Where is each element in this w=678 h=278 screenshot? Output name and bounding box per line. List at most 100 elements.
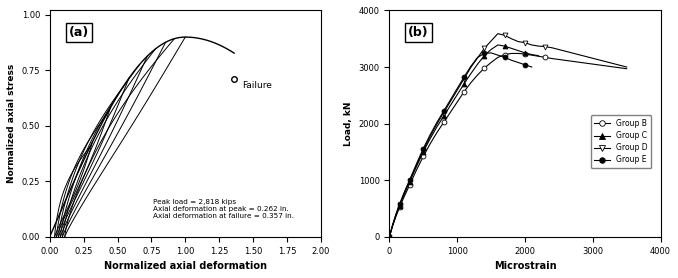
Group C xyxy=(388,223,397,227)
Group C xyxy=(466,72,475,76)
Group B xyxy=(514,52,522,55)
Group B xyxy=(405,183,414,186)
Group B xyxy=(388,224,397,227)
Group B xyxy=(507,52,515,55)
Group D xyxy=(453,89,461,92)
X-axis label: Normalized axial deformation: Normalized axial deformation xyxy=(104,261,267,271)
Y-axis label: Load, kN: Load, kN xyxy=(344,101,353,146)
Group B xyxy=(622,67,631,70)
Group E xyxy=(385,235,393,239)
Line: Group B: Group B xyxy=(387,51,629,239)
Group E xyxy=(409,170,417,173)
Group E xyxy=(453,87,461,90)
Group D xyxy=(622,65,631,69)
Group C xyxy=(507,47,515,50)
Group E xyxy=(392,212,400,215)
Group E xyxy=(426,133,434,136)
Group B xyxy=(494,56,502,59)
Group D xyxy=(388,223,397,226)
Group B xyxy=(487,61,495,64)
Group D xyxy=(405,179,414,182)
Group B xyxy=(395,206,403,209)
Group D xyxy=(419,148,427,152)
Group E xyxy=(507,59,515,62)
Group E xyxy=(480,52,488,55)
Group B xyxy=(399,198,407,201)
Group C xyxy=(385,235,393,239)
Group D xyxy=(534,44,542,48)
Group E xyxy=(460,76,468,79)
Group C xyxy=(480,54,488,57)
Group E xyxy=(388,223,397,226)
Group B xyxy=(402,190,410,194)
Group C xyxy=(409,172,417,176)
Group D xyxy=(494,32,502,35)
Group B xyxy=(460,90,468,94)
Group E xyxy=(402,186,410,189)
Group C xyxy=(446,104,454,107)
Group B xyxy=(527,53,536,57)
Group D xyxy=(487,39,495,43)
Group C xyxy=(453,93,461,96)
Group E xyxy=(395,203,403,206)
Group C xyxy=(494,43,502,47)
Group C xyxy=(534,54,542,57)
Group B xyxy=(426,142,434,146)
Group D xyxy=(399,195,407,198)
Group D xyxy=(548,46,556,49)
Group C xyxy=(439,115,447,118)
Group C xyxy=(399,195,407,199)
Group E xyxy=(494,53,502,57)
Text: Failure: Failure xyxy=(237,80,272,90)
Legend: Group B, Group C, Group D, Group E: Group B, Group C, Group D, Group E xyxy=(591,115,652,168)
Group D xyxy=(541,45,549,48)
Group D xyxy=(500,34,508,37)
Group B xyxy=(446,111,454,114)
Group E xyxy=(500,56,508,59)
Line: Group E: Group E xyxy=(387,50,534,239)
Y-axis label: Normalized axial stress: Normalized axial stress xyxy=(7,64,16,183)
Group D xyxy=(395,203,403,207)
Group C xyxy=(487,48,495,51)
Group D xyxy=(385,235,393,239)
Group E xyxy=(487,51,495,54)
Group B xyxy=(385,235,393,239)
Group B xyxy=(433,131,441,134)
Group B xyxy=(541,56,549,59)
Group E xyxy=(412,162,420,165)
Group D xyxy=(402,187,410,190)
Group C xyxy=(521,51,529,54)
Group E xyxy=(514,61,522,64)
Group E xyxy=(527,65,536,69)
Group B xyxy=(419,155,427,158)
Group D xyxy=(480,47,488,50)
Group E xyxy=(433,121,441,124)
Group B xyxy=(480,66,488,70)
Text: Peak load = 2,818 kips
Axial deformation at peak = 0.262 in.
Axial deformation a: Peak load = 2,818 kips Axial deformation… xyxy=(153,199,294,219)
Group D xyxy=(446,100,454,103)
Group C xyxy=(514,49,522,52)
Group C xyxy=(426,137,434,141)
Group D xyxy=(514,40,522,43)
Group B xyxy=(453,100,461,104)
Group B xyxy=(392,214,400,217)
Group E xyxy=(405,178,414,181)
Group B xyxy=(412,168,420,172)
Group D xyxy=(409,171,417,175)
Group D xyxy=(466,66,475,69)
Group E xyxy=(446,98,454,101)
Line: Group C: Group C xyxy=(387,43,541,239)
Group C xyxy=(433,125,441,129)
Text: (a): (a) xyxy=(68,26,89,39)
Group C xyxy=(460,82,468,86)
Group D xyxy=(473,56,481,60)
Group E xyxy=(439,110,447,113)
Group E xyxy=(466,65,475,68)
Group C xyxy=(405,180,414,183)
Group D xyxy=(426,135,434,138)
Group C xyxy=(395,204,403,207)
Group B xyxy=(466,81,475,85)
Group D xyxy=(412,163,420,167)
Group B xyxy=(534,54,542,58)
Group C xyxy=(392,213,400,216)
